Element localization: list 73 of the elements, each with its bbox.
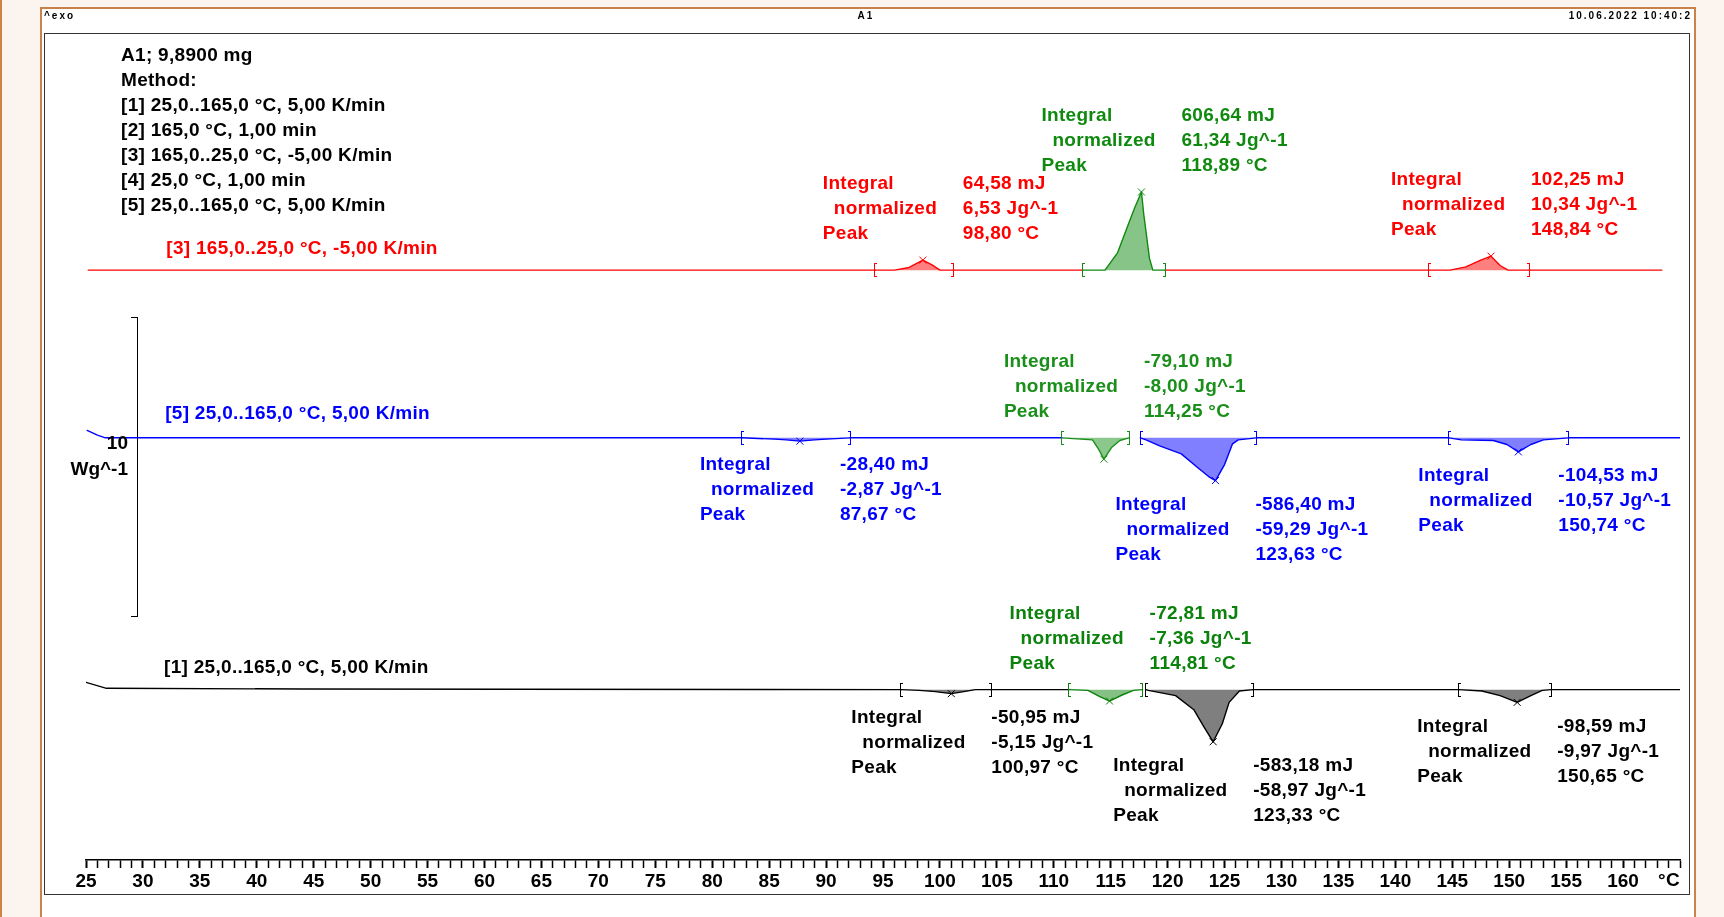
x-tick-label: 45 <box>303 869 325 891</box>
y-axis-title: 10 Wg^-1 <box>70 431 128 481</box>
x-tick-label: 140 <box>1379 869 1412 891</box>
x-tick-label: 155 <box>1550 869 1583 891</box>
point <box>1514 447 1523 456</box>
x-tick-label: 65 <box>530 869 553 891</box>
annotation: Integral normalized Peak <box>1003 350 1119 422</box>
point <box>947 689 956 698</box>
x-tick-label: 55 <box>417 869 439 891</box>
point <box>918 256 927 265</box>
annotation: Integral normalized Peak <box>1009 601 1124 673</box>
text: [1] 25,0..165,0 °C, 5,00 K/min <box>121 92 386 117</box>
x-tick-label: 25 <box>75 869 97 891</box>
x-tick-label: 60 <box>473 869 496 891</box>
annotation: -28,40 mJ -2,87 Jg^-1 87,67 °C <box>839 453 943 525</box>
annotation: Integral normalized Peak <box>1113 754 1228 825</box>
series-label: [3] 165,0..25,0 °C, -5,00 K/min <box>166 237 438 259</box>
annotation: Integral normalized Peak <box>822 172 938 244</box>
x-tick-label: 125 <box>1208 869 1241 891</box>
annotation: -104,53 mJ -10,57 Jg^-1 150,74 °C <box>1558 464 1672 536</box>
chart-title: A1 <box>857 10 875 22</box>
text: ^exo <box>44 10 76 22</box>
annotation: -583,18 mJ -58,97 Jg^-1 123,33 °C <box>1253 754 1367 825</box>
x-tick-label: 130 <box>1265 869 1298 891</box>
annotation: 102,25 mJ 10,34 Jg^-1 148,84 °C <box>1531 168 1638 240</box>
x-tick-label: 85 <box>758 869 781 891</box>
annotation: -98,59 mJ -9,97 Jg^-1 150,65 °C <box>1557 714 1660 786</box>
annotation: -50,95 mJ -5,15 Jg^-1 100,97 °C <box>991 705 1094 777</box>
annotation: -72,81 mJ -7,36 Jg^-1 114,81 °C <box>1149 601 1252 673</box>
annotation: 606,64 mJ 61,34 Jg^-1 118,89 °C <box>1181 104 1288 176</box>
text: [3] 165,0..25,0 °C, -5,00 K/min <box>121 142 393 167</box>
x-tick-label: 40 <box>246 869 268 891</box>
annotation: Integral normalized Peak <box>851 705 966 777</box>
x-tick-label: 75 <box>644 869 667 891</box>
point <box>1105 697 1114 706</box>
text: 10.06.2022 10:40:2 <box>1568 10 1692 22</box>
point <box>1209 737 1218 746</box>
x-tick-label: 95 <box>872 869 894 891</box>
x-tick-label: 160 <box>1607 869 1639 891</box>
annotation: Integral normalized Peak <box>1418 464 1533 536</box>
x-tick-label: 90 <box>815 869 837 891</box>
x-tick-label: 150 <box>1493 869 1526 891</box>
annotation: -586,40 mJ -59,29 Jg^-1 123,63 °C <box>1255 492 1369 564</box>
point <box>1513 698 1522 707</box>
text: [4] 25,0 °C, 1,00 min <box>121 167 306 192</box>
annotation: [5] 25,0..165,0 °C, 5,00 K/min <box>121 192 386 217</box>
x-tick-label: 50 <box>360 869 382 891</box>
x-tick-label: 120 <box>1151 869 1184 891</box>
x-tick-label: 70 <box>587 869 609 891</box>
text: A1; 9,8900 mg <box>121 42 253 67</box>
x-tick-label: 105 <box>981 869 1014 891</box>
x-tick-label: 30 <box>132 869 154 891</box>
x-tick-label: 115 <box>1095 869 1127 891</box>
x-tick-label: 145 <box>1436 869 1469 891</box>
series-label: [1] 25,0..165,0 °C, 5,00 K/min <box>164 655 429 677</box>
annotation: -79,10 mJ -8,00 Jg^-1 114,25 °C <box>1143 350 1247 422</box>
annotation: Integral normalized Peak <box>1417 714 1532 786</box>
series-label: [5] 25,0..165,0 °C, 5,00 K/min <box>165 402 430 424</box>
x-tick-label: 135 <box>1322 869 1355 891</box>
x-tick-label: 110 <box>1038 869 1070 891</box>
point <box>1137 188 1146 196</box>
annotation: Integral normalized Peak <box>1391 168 1506 240</box>
point <box>1487 252 1495 261</box>
text: Method: <box>121 67 197 92</box>
text: [2] 165,0 °C, 1,00 min <box>121 117 317 142</box>
annotation: Integral normalized Peak <box>1115 492 1230 564</box>
annotation: Integral normalized Peak <box>699 453 815 525</box>
x-tick-label: 100 <box>924 869 956 891</box>
x-tick-label: 80 <box>701 869 723 891</box>
x-axis-title: °C <box>1658 868 1680 892</box>
point <box>1099 455 1108 464</box>
x-tick-label: 35 <box>189 869 211 891</box>
point <box>1211 476 1220 485</box>
